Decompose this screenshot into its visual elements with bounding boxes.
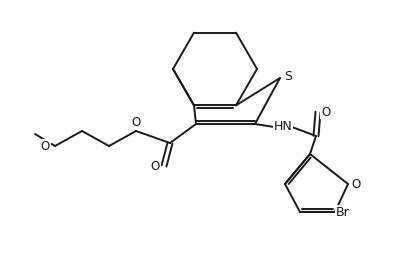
Text: HN: HN [273, 120, 293, 134]
Text: O: O [40, 139, 50, 153]
Text: Br: Br [336, 205, 350, 219]
Text: O: O [150, 159, 160, 172]
Text: S: S [284, 69, 292, 82]
Text: O: O [132, 116, 141, 130]
Text: O: O [352, 177, 361, 191]
Text: O: O [321, 106, 331, 119]
